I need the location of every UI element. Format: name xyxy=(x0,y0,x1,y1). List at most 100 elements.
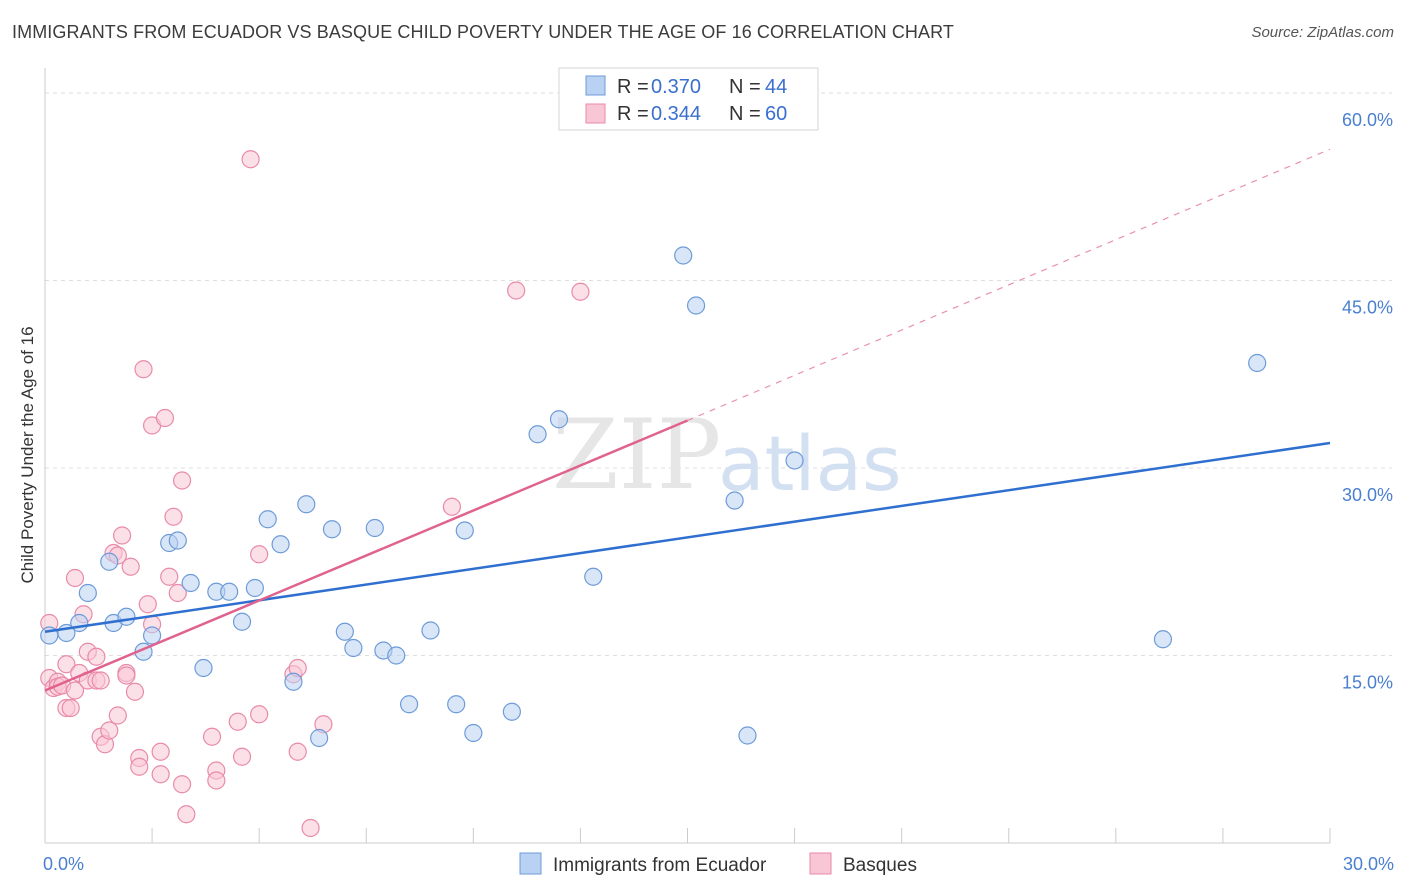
ecuador-point xyxy=(674,246,693,265)
ecuador-point xyxy=(100,552,119,571)
basques-point xyxy=(442,497,462,516)
basques-point xyxy=(202,727,222,746)
trend-lines xyxy=(44,148,1331,692)
ecuador-point xyxy=(365,518,384,538)
ecuador-point xyxy=(1153,630,1173,649)
ecuador-point xyxy=(1248,353,1267,373)
ecuador-point xyxy=(686,296,706,315)
series-legend-label-ecuador: Immigrants from Ecuador xyxy=(553,855,767,876)
ecuador-point xyxy=(220,582,239,601)
legend-swatch-ecuador xyxy=(585,75,606,96)
basques-point xyxy=(100,721,119,740)
basques-point xyxy=(250,545,269,564)
ecuador-point xyxy=(310,728,329,748)
trend-line-basques-extension xyxy=(687,148,1331,422)
y-tick-label: 60.0% xyxy=(1342,110,1393,130)
basques-point xyxy=(61,698,80,718)
ecuador-point xyxy=(142,626,162,645)
basques-point xyxy=(125,682,145,701)
legend-n-label-ecuador: N = xyxy=(729,76,761,98)
chart-title: IMMIGRANTS FROM ECUADOR VS BASQUE CHILD … xyxy=(12,22,954,42)
basques-point xyxy=(172,471,192,490)
basques-point xyxy=(112,526,132,545)
legend-r-value-basques: 0.344 xyxy=(651,103,701,125)
basques-point xyxy=(164,507,183,526)
ecuador-point xyxy=(455,521,474,540)
ecuador-point xyxy=(502,702,521,721)
watermark-atlas: atlas xyxy=(718,419,902,508)
ecuador-point xyxy=(344,638,363,658)
ecuador-point xyxy=(168,531,187,550)
legend-n-value-ecuador: 44 xyxy=(765,76,787,98)
basques-point xyxy=(117,666,136,685)
y-tick-label: 15.0% xyxy=(1342,673,1393,693)
basques-point xyxy=(177,805,196,824)
ecuador-point xyxy=(271,535,290,554)
x-ticks xyxy=(44,828,1331,843)
x-tick-label-min: 0.0% xyxy=(43,854,84,874)
ecuador-point xyxy=(297,495,316,514)
ecuador-point xyxy=(387,646,406,665)
legend-n-value-basques: 60 xyxy=(765,103,787,125)
series-legend-swatch-ecuador xyxy=(519,852,542,875)
y-tick-labels: 15.0% 30.0% 45.0% 60.0% xyxy=(1342,110,1393,693)
ecuador-point xyxy=(78,583,97,603)
basques-point xyxy=(87,647,106,666)
basques-point xyxy=(207,771,226,790)
basques-point xyxy=(172,775,192,794)
basques-point xyxy=(151,742,170,761)
legend-r-label-basques: R = xyxy=(617,103,649,125)
grid xyxy=(45,92,1392,656)
ecuador-point xyxy=(549,410,569,429)
ecuador-point xyxy=(117,607,136,626)
x-tick-label-max: 30.0% xyxy=(1343,854,1394,874)
basques-point xyxy=(130,757,149,776)
basques-point xyxy=(168,583,187,603)
ecuador-point xyxy=(322,520,342,539)
basques-point xyxy=(134,360,153,379)
basques-point xyxy=(250,705,269,724)
basques-point xyxy=(571,282,590,301)
watermark-zip: ZIP xyxy=(552,399,721,511)
basques-point xyxy=(228,712,247,731)
source-label: Source: ZipAtlas.com xyxy=(1251,24,1394,41)
series-legend-swatch-basques xyxy=(809,852,832,875)
legend-r-value-ecuador: 0.370 xyxy=(651,76,701,98)
ecuador-point xyxy=(258,510,277,529)
ecuador-point xyxy=(785,451,804,470)
ecuador-point xyxy=(584,567,603,586)
ecuador-point xyxy=(232,612,252,631)
basques-point xyxy=(121,557,140,576)
legend-swatch-basques xyxy=(585,103,606,124)
ecuador-point xyxy=(528,425,547,444)
y-axis-label: Child Poverty Under the Age of 16 xyxy=(18,326,37,583)
legend-r-label-ecuador: R = xyxy=(617,76,649,98)
basques-point xyxy=(91,671,110,690)
basques-point xyxy=(160,567,179,586)
ecuador-point xyxy=(245,578,264,598)
basques-point xyxy=(65,568,85,588)
ecuador-point xyxy=(194,658,213,678)
basques-point xyxy=(151,765,170,784)
basques-point xyxy=(232,747,252,766)
basques-point xyxy=(65,681,85,700)
watermark: ZIP atlas xyxy=(552,399,902,511)
ecuador-point xyxy=(335,622,354,641)
y-tick-label: 45.0% xyxy=(1342,298,1393,318)
basques-points xyxy=(40,150,590,838)
legend-n-label-basques: N = xyxy=(729,103,761,125)
ecuador-points xyxy=(40,246,1267,748)
basques-point xyxy=(155,408,175,428)
ecuador-point xyxy=(464,723,483,743)
ecuador-point xyxy=(725,491,744,510)
ecuador-point xyxy=(447,695,466,714)
ecuador-point xyxy=(181,573,200,593)
basques-point xyxy=(241,150,260,169)
basques-point xyxy=(138,595,157,614)
ecuador-point xyxy=(421,621,440,640)
basques-point xyxy=(57,655,76,674)
basques-point xyxy=(288,742,307,761)
trend-line-basques xyxy=(44,419,688,692)
series-legend-label-basques: Basques xyxy=(843,855,917,876)
